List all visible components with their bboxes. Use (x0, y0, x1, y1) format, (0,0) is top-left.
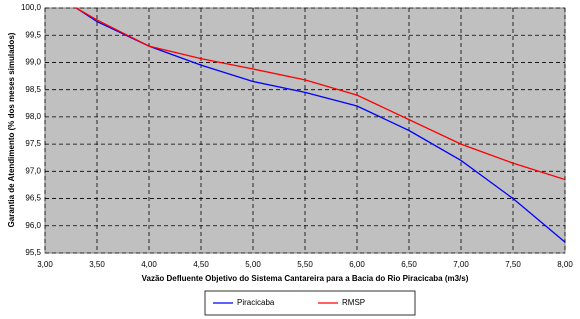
y-tick-label: 98,5 (25, 85, 41, 94)
y-tick-label: 96,0 (25, 221, 41, 230)
y-tick-label: 100,0 (21, 3, 42, 12)
y-axis-label: Garantia de Atendimento (% dos meses sim… (7, 32, 16, 227)
x-tick-label: 4,00 (141, 260, 157, 269)
y-tick-label: 98,0 (25, 112, 41, 121)
legend (204, 290, 416, 316)
y-tick-label: 97,0 (25, 166, 41, 175)
x-tick-label: 3,50 (89, 260, 105, 269)
y-tick-label: 99,5 (25, 30, 41, 39)
legend-label: RMSP (342, 298, 365, 307)
x-tick-label: 7,00 (453, 260, 469, 269)
y-tick-label: 96,5 (25, 194, 41, 203)
x-tick-label: 3,00 (37, 260, 53, 269)
x-tick-label: 4,50 (193, 260, 209, 269)
y-tick-label: 95,5 (25, 248, 41, 257)
x-axis-label: Vazão Defluente Objetivo do Sistema Cant… (142, 274, 469, 283)
x-tick-label: 5,00 (245, 260, 261, 269)
y-tick-label: 97,5 (25, 139, 41, 148)
x-tick-label: 7,50 (505, 260, 521, 269)
x-tick-label: 6,00 (349, 260, 365, 269)
legend-label: Piracicaba (237, 298, 275, 307)
y-tick-label: 99,0 (25, 58, 41, 67)
x-tick-label: 6,50 (401, 260, 417, 269)
series-line (75, 8, 565, 181)
x-tick-label: 8,00 (557, 260, 573, 269)
x-tick-label: 5,50 (297, 260, 313, 269)
